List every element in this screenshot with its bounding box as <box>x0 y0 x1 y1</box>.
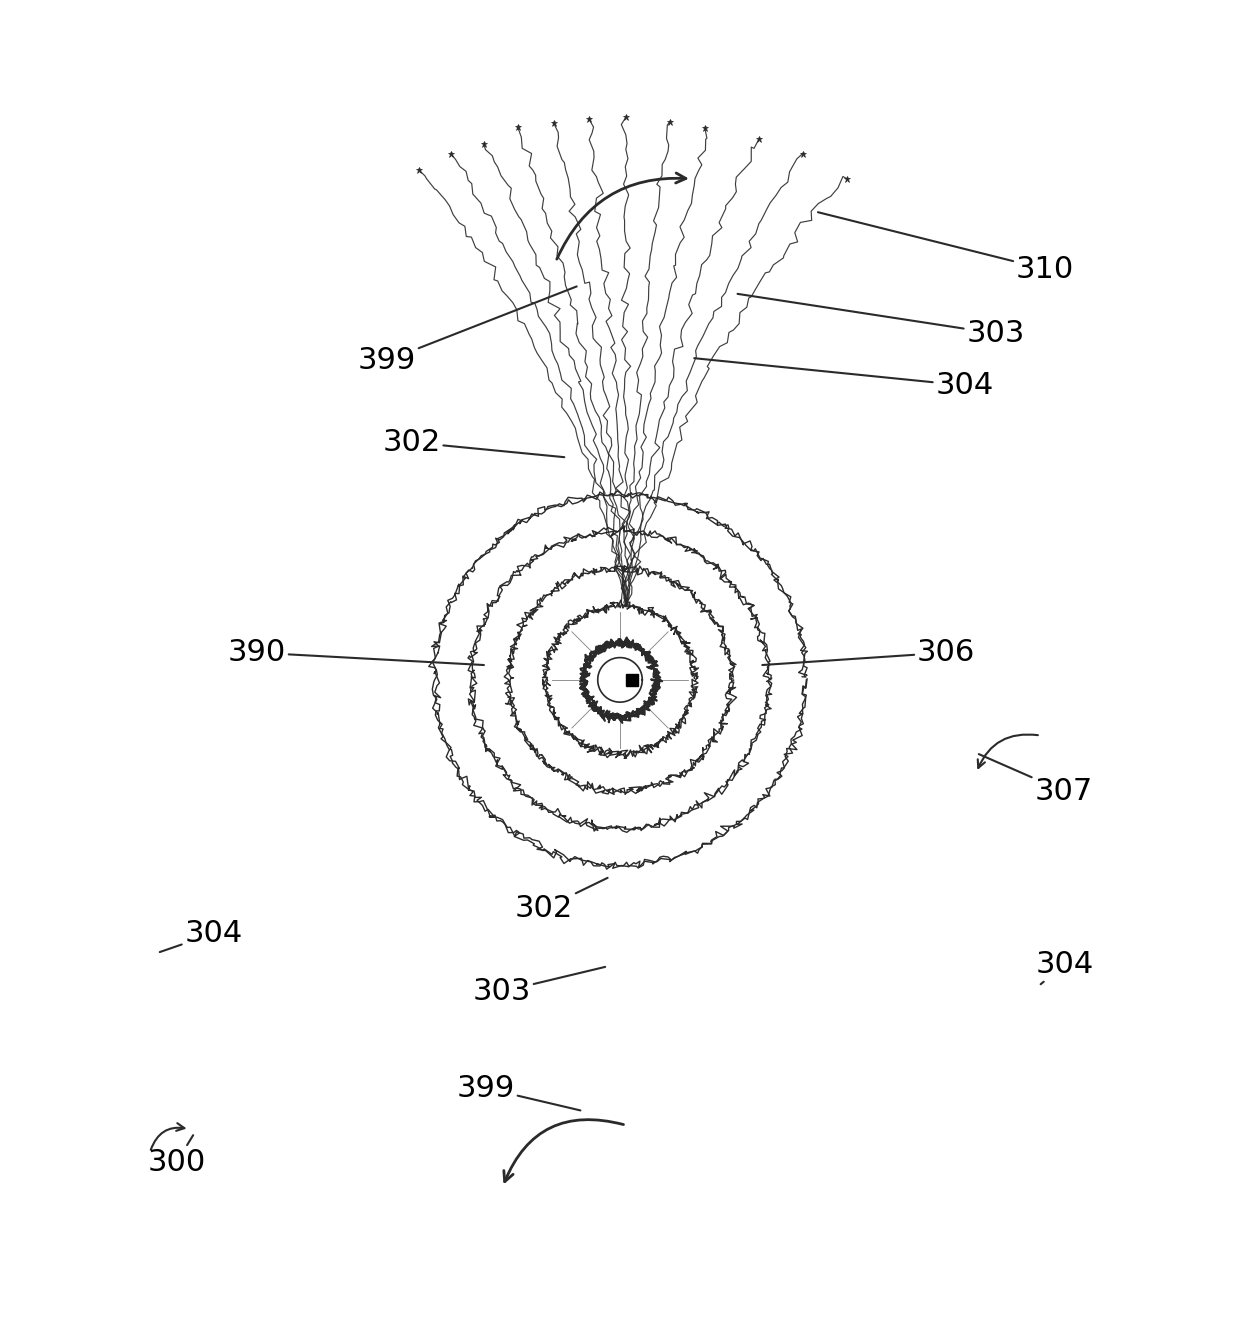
Text: 302: 302 <box>515 878 608 924</box>
Text: 306: 306 <box>763 638 975 668</box>
Text: 399: 399 <box>456 1073 580 1111</box>
Text: 304: 304 <box>1035 951 1094 984</box>
Text: 399: 399 <box>357 287 577 375</box>
Text: 303: 303 <box>738 294 1024 348</box>
Text: 300: 300 <box>148 1135 206 1177</box>
Text: 390: 390 <box>228 638 484 668</box>
Text: 310: 310 <box>818 212 1074 283</box>
Text: 307: 307 <box>978 754 1092 806</box>
Text: 304: 304 <box>160 918 243 952</box>
Text: 302: 302 <box>382 427 564 457</box>
Text: 303: 303 <box>472 967 605 1007</box>
Text: 304: 304 <box>694 358 993 400</box>
